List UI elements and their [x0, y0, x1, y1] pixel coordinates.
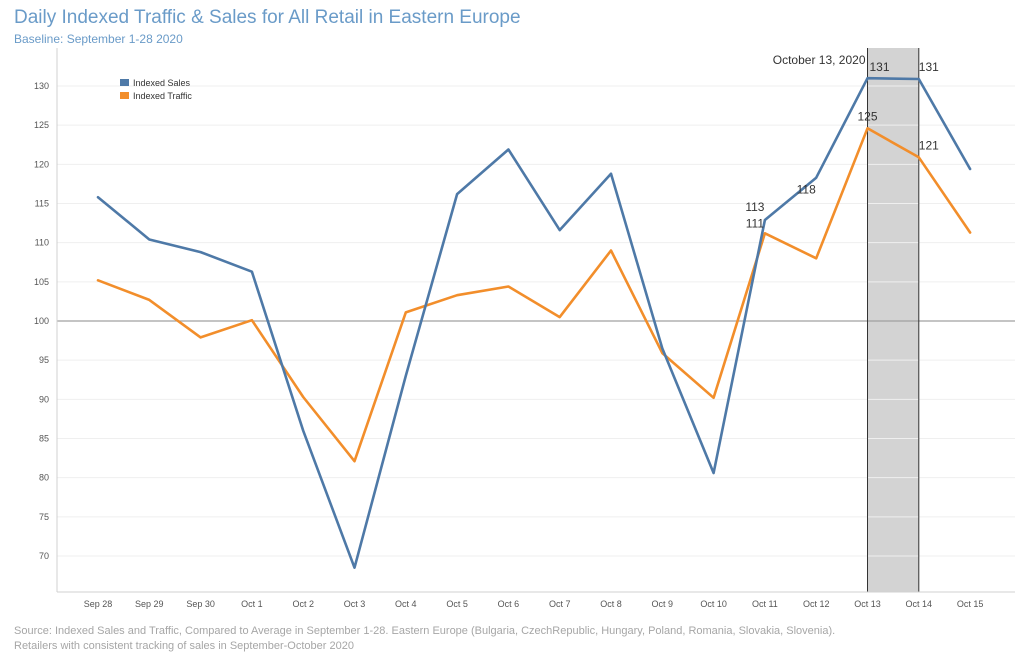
line-chart: 70 75 80 85 90 95 100 105 110 115 120 125 130 Sep 28 S… — [34, 48, 1015, 609]
series-line-indexed-sales — [96, 76, 972, 570]
y-tick-label: 125 — [34, 120, 49, 130]
x-tick-label: Oct 12 — [803, 599, 830, 609]
highlight-band — [867, 48, 919, 592]
data-label: 118 — [797, 183, 816, 197]
data-label: 131 — [869, 60, 889, 74]
series-line-indexed-traffic — [96, 127, 972, 463]
legend-label: Indexed Traffic — [133, 91, 192, 101]
x-tick-label: Oct 7 — [549, 599, 571, 609]
y-tick-label: 105 — [34, 277, 49, 287]
source-line-1: Source: Indexed Sales and Traffic, Compa… — [14, 625, 836, 637]
source-line-2: Retailers with consistent tracking of sa… — [14, 640, 354, 652]
x-tick-label: Oct 2 — [292, 599, 314, 609]
date-annotation: October 13, 2020 — [773, 53, 866, 67]
y-tick-label: 120 — [34, 159, 49, 169]
x-tick-label: Oct 1 — [241, 599, 263, 609]
y-tick-label: 70 — [39, 551, 49, 561]
x-tick-label: Oct 14 — [906, 599, 933, 609]
data-label: 121 — [919, 138, 939, 152]
x-tick-label: Sep 30 — [186, 599, 215, 609]
x-tick-label: Oct 15 — [957, 599, 984, 609]
chart-title: Daily Indexed Traffic & Sales for All Re… — [14, 7, 521, 28]
y-tick-label: 90 — [39, 394, 49, 404]
source-note: Source: Indexed Sales and Traffic, Compa… — [14, 624, 835, 654]
y-tick-label: 75 — [39, 512, 49, 522]
x-tick-label: Oct 4 — [395, 599, 417, 609]
y-tick-label: 130 — [34, 81, 49, 91]
data-label: 111 — [746, 216, 765, 230]
x-tick-label: Oct 8 — [600, 599, 622, 609]
legend-swatch — [120, 79, 129, 86]
chart-subtitle: Baseline: September 1-28 2020 — [14, 32, 183, 46]
y-tick-label: 115 — [35, 199, 49, 209]
data-label: 125 — [857, 109, 877, 123]
x-tick-label: Sep 28 — [84, 599, 113, 609]
y-tick-label: 85 — [39, 433, 49, 443]
x-tick-label: Oct 11 — [752, 599, 778, 609]
x-tick-label: Oct 5 — [446, 599, 468, 609]
x-tick-label: Oct 3 — [344, 599, 366, 609]
data-label: 131 — [919, 60, 939, 74]
x-tick-label: Oct 9 — [652, 599, 674, 609]
x-tick-label: Oct 10 — [700, 599, 727, 609]
legend-swatch — [120, 92, 129, 99]
x-tick-label: Oct 13 — [854, 599, 881, 609]
y-tick-label: 110 — [35, 238, 49, 248]
x-tick-label: Sep 29 — [135, 599, 164, 609]
legend-label: Indexed Sales — [133, 78, 191, 88]
y-tick-label: 95 — [39, 355, 49, 365]
x-tick-label: Oct 6 — [498, 599, 520, 609]
y-tick-label: 80 — [39, 473, 49, 483]
y-tick-label: 100 — [34, 316, 49, 326]
data-label: 113 — [745, 200, 764, 214]
